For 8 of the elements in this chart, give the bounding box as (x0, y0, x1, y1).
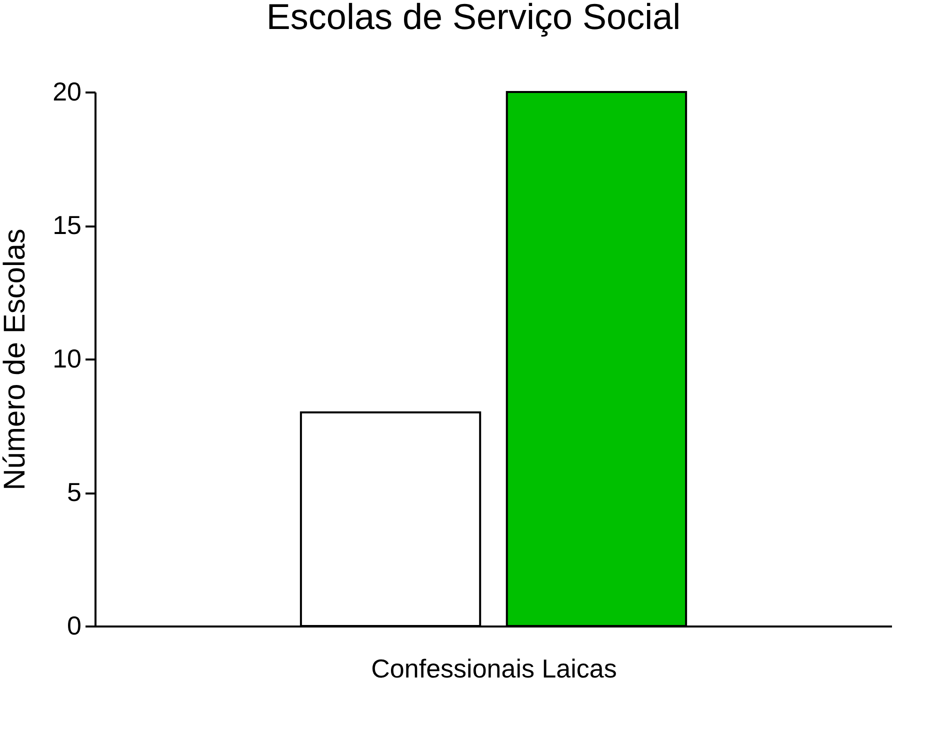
y-tick-label: 5 (67, 477, 82, 507)
y-axis-title: Número de Escolas (0, 228, 32, 490)
x-axis-title: Confessionais Laicas (371, 654, 617, 684)
y-tick-label: 0 (67, 610, 82, 640)
y-tick-label: 20 (52, 76, 82, 106)
chart-title: Escolas de Serviço Social (266, 0, 681, 37)
y-tick-label: 15 (52, 210, 82, 240)
y-tick-label: 10 (52, 344, 82, 374)
